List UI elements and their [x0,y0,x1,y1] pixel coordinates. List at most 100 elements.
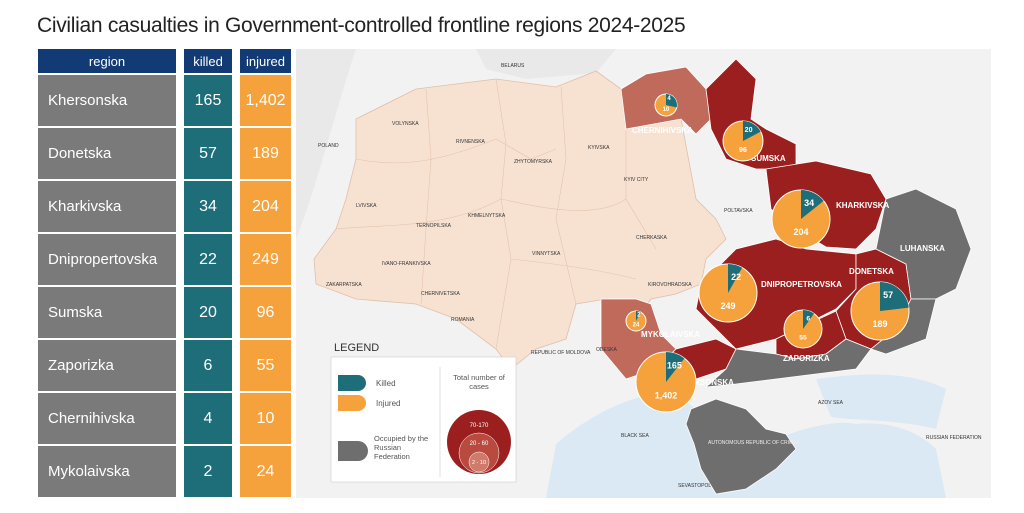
killed-cell: 57 [184,128,232,179]
pie-injured-value: 55 [799,334,807,341]
legend: LEGEND Killed Injured Occupied by the Ru… [330,342,517,483]
romania-label: ROMANIA [451,317,475,323]
volynska-label: VOLYNSKA [392,121,419,127]
legend-total-title: Total number of cases [453,373,505,391]
killed-cell: 34 [184,181,232,232]
poland-area [296,49,356,239]
legend-injured: Injured [376,399,400,408]
pie-killed-value: 165 [667,361,682,371]
poltavska-label: POLTAVSKA [724,208,753,214]
region-cell: Kharkivska [38,181,176,232]
pie-mykolaivska: 2 24 [625,310,647,332]
injured-cell: 96 [240,287,291,338]
azov-sea-label: AZOV SEA [818,400,844,406]
belarus-label: BELARUS [501,63,525,69]
killed-slice [728,264,743,293]
killed-slice [801,190,824,219]
pie-injured-value: 10 [663,107,670,113]
injured-cell: 204 [240,181,291,232]
pie-zaporizka: 6 55 [783,309,823,349]
injured-cell: 55 [240,340,291,391]
pie-killed-value: 2 [637,313,641,319]
belarus-area [476,49,616,79]
pie-killed-value: 20 [745,126,753,134]
dnipropetrovska-label: DNIPROPETROVSKA [761,280,842,289]
killed-slice [666,94,677,108]
oblast-borders [335,78,657,350]
mykolaivska-label: MYKOLAIVSKA [641,330,700,339]
header-killed: killed [184,49,232,73]
legend-title: LEGEND [334,342,379,354]
range-low: 2 - 10 [472,460,486,466]
zhytomyrska-label: ZHYTOMYRSKA [514,159,553,165]
kyiv-city-label: KYIV CITY [624,177,649,183]
azov-sea [816,374,946,429]
pie-injured-value: 1,402 [655,391,678,401]
region-cell: Mykolaivska [38,446,176,497]
pie-killed-value: 4 [667,96,671,102]
killed-slice [743,121,761,141]
pie-killed-value: 57 [883,290,893,300]
pie-injured-value: 189 [872,319,887,329]
lvivska-label: LVIVSKA [356,203,377,209]
range-high: 70-170 [470,423,489,429]
pie-injured-value: 24 [633,323,640,329]
killed-slice [803,310,815,329]
khmelnytska-label: KHMELNYTSKA [468,213,506,219]
injured-cell: 249 [240,234,291,285]
header-region: region [38,49,176,73]
ternopilska-label: TERNOPILSKA [416,223,452,229]
pie-khersonska: 165 1,402 [635,351,697,413]
killed-slice [880,282,909,311]
size-low [468,451,490,473]
pie-killed-value: 22 [731,272,741,282]
region-cell: Khersonska [38,75,176,126]
crimea-label: AUTONOMOUS REPUBLIC OF CRIMEA [708,440,801,446]
region-cell: Donetska [38,128,176,179]
injured-cell: 1,402 [240,75,291,126]
vinnytska-label: VINNYTSKA [532,251,561,257]
kirovohradska-label: KIROVOHRADSKA [648,282,692,288]
killed-cell: 165 [184,75,232,126]
region-cell: Dnipropertovska [38,234,176,285]
pie-injured-value: 204 [793,227,808,237]
ivano-frankivska-label: IVANO-FRANKIVSKA [382,261,431,267]
rivnenska-label: RIVNENSKA [456,139,486,145]
range-mid: 20 - 60 [470,441,489,447]
injured-cell: 10 [240,393,291,444]
pie-donetska: 57 189 [850,281,910,341]
pie-kharkivska: 34 204 [771,189,831,249]
luhanska-label: LUHANSKA [900,244,945,253]
donetska-label: DONETSKA [849,267,894,276]
pie-injured-value: 249 [720,301,735,311]
khersonska-label: KHERSONSKA [677,378,734,387]
zakarpatska-label: ZAKARPATSKA [326,282,362,288]
legend-killed: Killed [376,379,396,388]
pie-chernihivska: 4 10 [654,93,678,117]
odeska-label: ODESKA [596,347,618,353]
zaporizka-label: ZAPORIZKA [783,354,830,363]
region-labels: CHERNIHIVSKA SUMSKA KHARKIVSKA LUHANSKA … [632,126,945,387]
kharkivska-label: KHARKIVSKA [836,201,890,210]
sumska-label: SUMSKA [751,154,786,163]
killed-swatch [338,375,366,391]
ukraine-map: BELARUS POLAND ROMANIA REPUBLIC OF MOLDO… [296,49,991,498]
killed-cell: 4 [184,393,232,444]
poland-label: POLAND [318,143,339,149]
region-cell: Zaporizka [38,340,176,391]
occupied-south [704,338,872,388]
page-title: Civilian casualties in Government-contro… [37,14,686,37]
sevastopol-label: SEVASTOPOL [678,483,711,489]
killed-cell: 2 [184,446,232,497]
russia-label: RUSSIAN FEDERATION [926,435,982,441]
killed-slice [666,352,685,382]
injured-cell: 24 [240,446,291,497]
pie-injured-value: 96 [739,146,747,154]
black-sea-label: BLACK SEA [621,433,649,439]
occupied-crimea [685,398,797,495]
pie-dnipropertovska: 22 249 [698,263,758,323]
kyivska-label: KYIVSKA [588,145,610,151]
region-cell: Chernihivska [38,393,176,444]
killed-cell: 6 [184,340,232,391]
